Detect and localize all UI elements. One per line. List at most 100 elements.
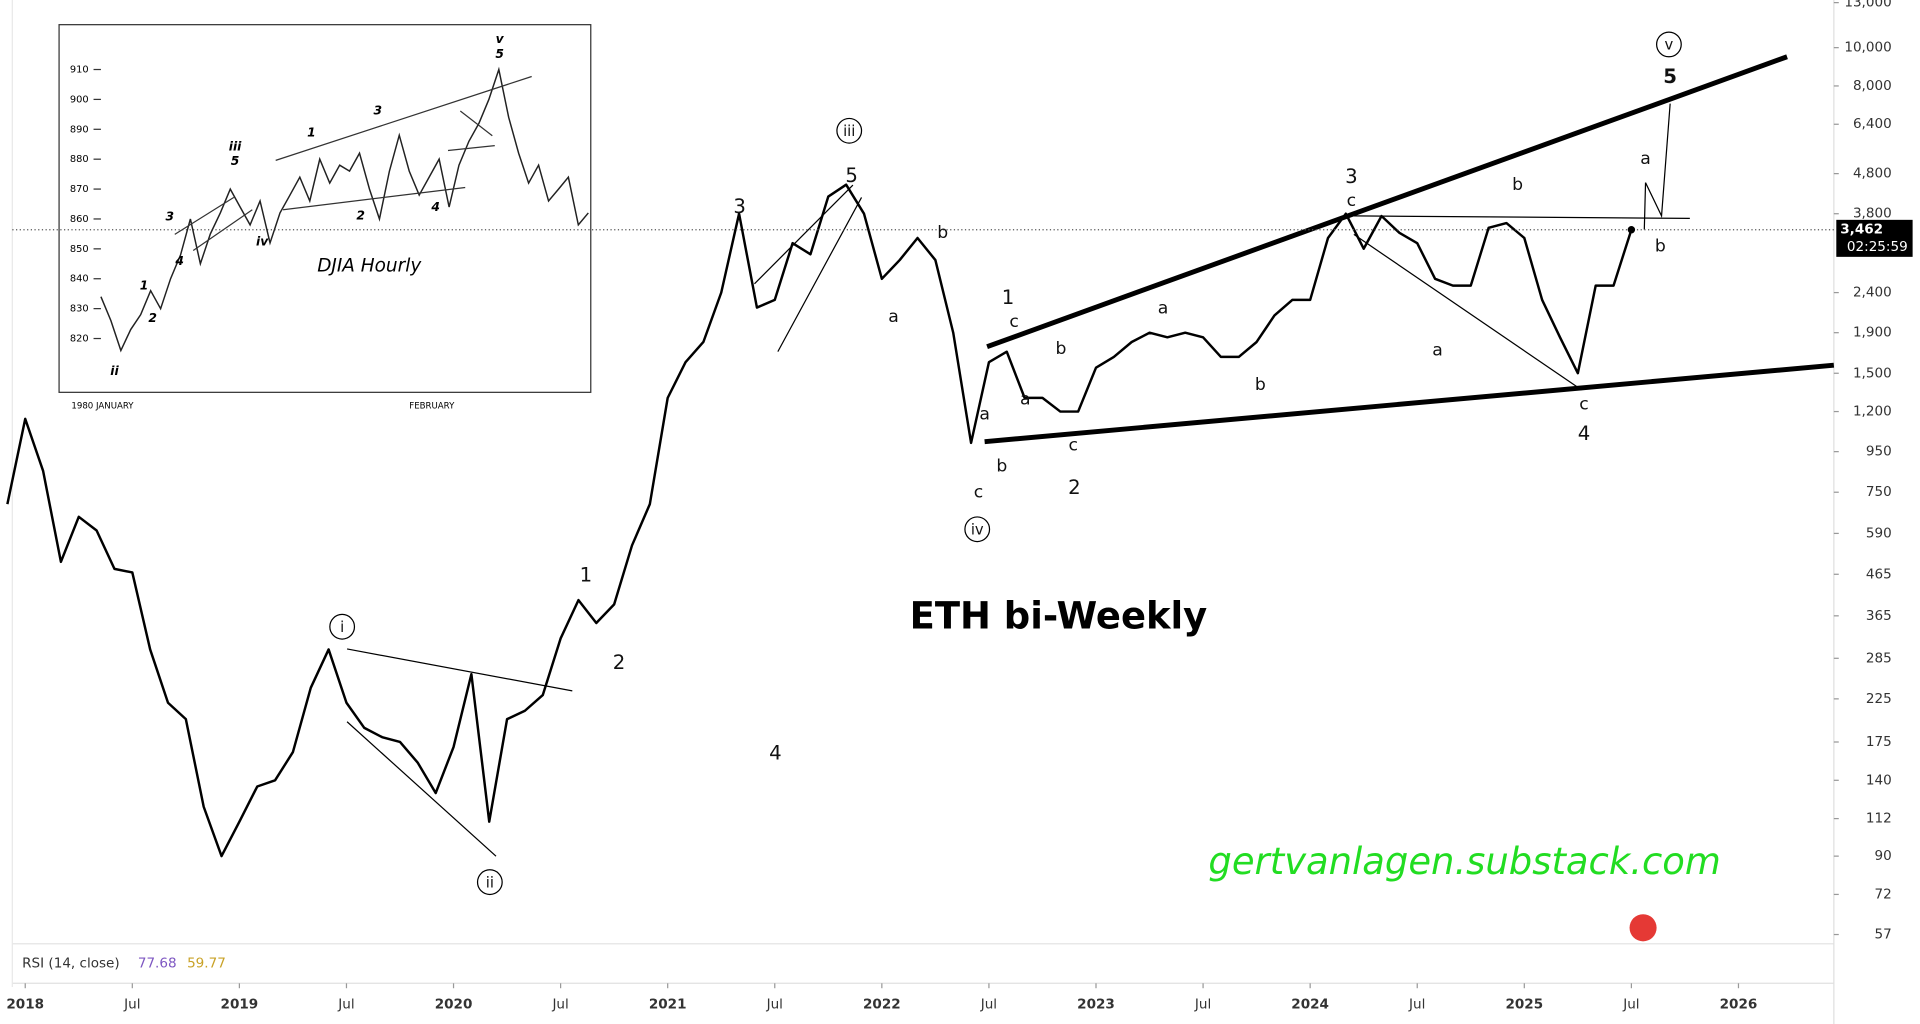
chart-title: ETH bi-Weekly	[910, 595, 1208, 638]
inset-trendline	[192, 209, 253, 251]
wave-label: c	[1579, 395, 1588, 415]
x-tick-label: Jul	[123, 996, 140, 1012]
y-tick-label: 465	[1866, 566, 1892, 582]
wave-label: c	[974, 482, 983, 502]
wave-circle	[476, 869, 503, 896]
rsi-value: 77.68	[138, 956, 177, 972]
inset-wave-label: 4	[430, 200, 440, 214]
wave-label: a	[1640, 149, 1651, 169]
y-tick-label: 1,500	[1853, 365, 1892, 381]
inset-wave-label: 1	[307, 126, 316, 140]
inset-y-tick-label: 850	[70, 244, 89, 255]
inset-y-tick-label: 830	[70, 304, 89, 315]
wave-circle	[964, 516, 991, 543]
last-price-time: 02:25:59	[1847, 239, 1908, 255]
inset-line	[100, 66, 589, 353]
wave-label: 2	[1068, 476, 1081, 499]
y-tick-label: 6,400	[1853, 116, 1892, 132]
wave-label: c	[1009, 312, 1018, 332]
y-tick-label: 1,900	[1853, 325, 1892, 341]
x-tick-label: 2019	[221, 996, 259, 1012]
inset-frame	[58, 24, 592, 393]
wave-label: 2	[613, 651, 626, 674]
y-tick-label: 90	[1874, 848, 1891, 864]
wave-label: ii	[486, 874, 494, 891]
inset-y-tick-label: 890	[70, 124, 89, 135]
y-tick-label: 365	[1866, 608, 1892, 624]
wave-circle	[1656, 31, 1682, 58]
wave-label: a	[1020, 390, 1031, 410]
y-tick-label: 285	[1866, 650, 1892, 666]
y-tick-label: 950	[1866, 444, 1892, 460]
inset-wave-label: 1	[140, 279, 149, 293]
wave-label: v	[1665, 37, 1674, 54]
y-tick-label: 175	[1866, 734, 1892, 750]
x-tick-label: 2021	[649, 996, 687, 1012]
inset-trendline	[174, 196, 235, 235]
x-tick-label: 2018	[6, 996, 44, 1012]
inset-wave-label: v	[496, 32, 505, 46]
last-price-box	[1836, 219, 1913, 257]
inset-wave-label: 3	[374, 104, 383, 118]
flag-icon	[1629, 914, 1657, 942]
y-tick-label: 57	[1874, 927, 1891, 943]
x-tick-label: 2022	[863, 996, 901, 1012]
y-tick-label: 750	[1866, 484, 1892, 500]
inset-x-label: FEBRUARY	[409, 401, 455, 411]
wave-label: 3	[733, 195, 746, 218]
wave-label: iii	[843, 123, 855, 140]
x-tick-label: Jul	[1194, 996, 1211, 1012]
wave-label: 4	[769, 741, 782, 764]
inset-y-tick-label: 860	[70, 214, 89, 225]
wave-circle	[329, 613, 356, 640]
x-tick-label: Jul	[337, 996, 354, 1012]
y-tick-label: 4,800	[1853, 166, 1892, 182]
trendline	[777, 197, 863, 352]
wave-label: 5	[845, 164, 858, 187]
trendline	[754, 184, 854, 285]
wave-label: a	[1432, 340, 1443, 360]
y-tick-label: 3,800	[1853, 206, 1892, 222]
trendline	[1353, 215, 1690, 219]
wave-label: c	[1347, 191, 1356, 211]
inset-y-tick-label: 870	[70, 184, 89, 195]
wave-label: b	[1655, 237, 1666, 257]
wave-label: a	[888, 307, 899, 327]
inset-wave-label: 5	[231, 154, 240, 168]
x-tick-label: Jul	[766, 996, 783, 1012]
inset-y-tick-label: 820	[70, 334, 89, 345]
y-tick-label: 1,200	[1853, 404, 1892, 420]
x-tick-label: Jul	[1408, 996, 1425, 1012]
rsi-label: RSI (14, close)	[22, 956, 120, 972]
inset-wave-label: 5	[495, 47, 504, 61]
inset-wave-label: ii	[110, 364, 119, 378]
watermark: gertvanlagen.substack.com	[1208, 840, 1720, 883]
last-price-label: 3,462	[1840, 222, 1883, 238]
trendlines	[346, 54, 1835, 857]
y-tick-label: 72	[1874, 886, 1891, 902]
x-tick-label: Jul	[1622, 996, 1639, 1012]
x-tick-label: Jul	[551, 996, 568, 1012]
inset-wave-label: 4	[174, 254, 184, 268]
inset-wave-label: 2	[148, 311, 157, 325]
y-tick-label: 2,400	[1853, 285, 1892, 301]
inset-wave-label: iii	[229, 139, 242, 153]
wave-label: iv	[971, 521, 984, 538]
wave-label: i	[340, 619, 344, 636]
y-tick-label: 10,000	[1844, 40, 1891, 56]
wave-label: a	[979, 405, 990, 425]
wave-label: b	[937, 223, 948, 243]
last-price-dot	[1627, 226, 1636, 234]
wave-label: 3	[1345, 165, 1358, 188]
wave-label: a	[1158, 298, 1169, 318]
inset-x-label: 1980 JANUARY	[71, 401, 134, 411]
wave-label: b	[1512, 175, 1523, 195]
inset-wave-label: 2	[356, 208, 365, 222]
wave-label: c	[1068, 435, 1077, 455]
inset-y-tick-label: 880	[70, 154, 89, 165]
inset-y-tick-label: 910	[70, 65, 89, 76]
inset-title: DJIA Hourly	[317, 255, 422, 276]
inset-wave-label: iv	[256, 234, 269, 248]
